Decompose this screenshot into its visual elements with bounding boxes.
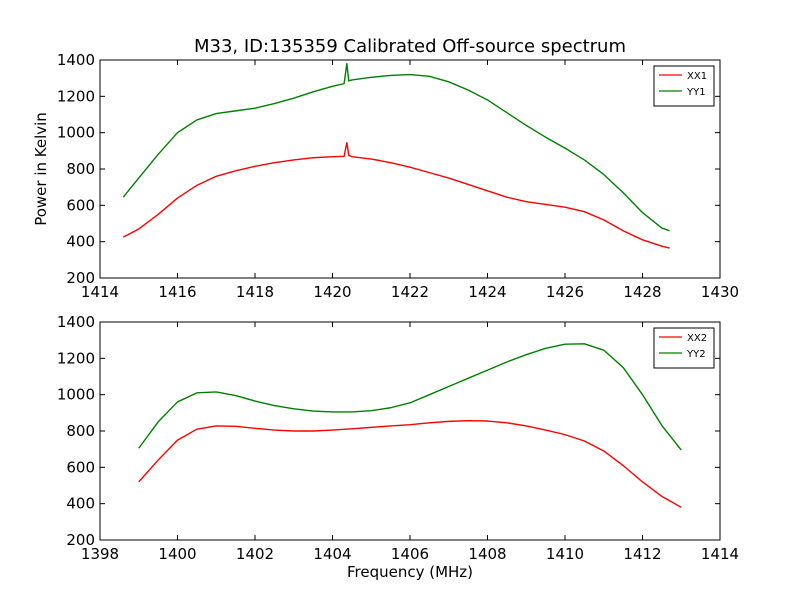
- bottom-x-tick-label: 1414: [701, 545, 739, 563]
- bottom-x-tick-label: 1404: [313, 545, 351, 563]
- top-legend-label-xx1: XX1: [687, 71, 707, 82]
- top-x-tick-label: 1424: [468, 283, 506, 301]
- chart-title: M33, ID:135359 Calibrated Off-source spe…: [194, 36, 626, 57]
- top-x-tick-label: 1414: [81, 283, 119, 301]
- bottom-y-tick-label: 800: [66, 422, 95, 440]
- bottom-y-tick-label: 600: [66, 458, 95, 476]
- top-x-tick-label: 1416: [158, 283, 196, 301]
- top-x-tick-label: 1420: [313, 283, 351, 301]
- top-x-tick-label: 1422: [391, 283, 429, 301]
- bottom-y-tick-label: 200: [66, 531, 95, 549]
- top-y-tick-label: 1200: [57, 87, 95, 105]
- bottom-x-tick-label: 1406: [391, 545, 429, 563]
- top-y-tick-label: 200: [66, 269, 95, 287]
- bottom-x-tick-label: 1398: [81, 545, 119, 563]
- bottom-y-tick-label: 1200: [57, 349, 95, 367]
- top-y-tick-label: 1400: [57, 51, 95, 69]
- top-y-tick-label: 1000: [57, 124, 95, 142]
- bottom-series-yy2: [138, 343, 682, 451]
- bottom-x-tick-label: 1410: [546, 545, 584, 563]
- bottom-x-tick-label: 1402: [236, 545, 274, 563]
- top-x-tick-label: 1430: [701, 283, 739, 301]
- bottom-y-tick-label: 1000: [57, 386, 95, 404]
- bottom-x-axis-label: Frequency (MHz): [347, 563, 473, 581]
- bottom-y-tick-label: 1400: [57, 313, 95, 331]
- top-y-tick-label: 800: [66, 160, 95, 178]
- top-y-tick-label: 400: [66, 233, 95, 251]
- top-y-tick-label: 600: [66, 196, 95, 214]
- bottom-legend-box: [653, 327, 715, 369]
- top-panel: 1414 1416 1418 1420 1422 1424 1426 1428 1430 200 4…: [32, 51, 739, 301]
- bottom-panel: 1398 1400 1402 1404 1406 1408 1410 1412 1414 200 4…: [57, 313, 739, 581]
- top-x-tick-label: 1418: [236, 283, 274, 301]
- bottom-x-tick-label: 1408: [468, 545, 506, 563]
- bottom-x-tick-label: 1412: [623, 545, 661, 563]
- bottom-legend-label-yy2: YY2: [686, 349, 706, 360]
- top-x-tick-label: 1426: [546, 283, 584, 301]
- top-x-tick-label: 1428: [623, 283, 661, 301]
- bottom-x-tick-label: 1400: [158, 545, 196, 563]
- bottom-legend-label-xx2: XX2: [687, 333, 707, 344]
- top-series-yy1: [122, 62, 670, 232]
- bottom-series-xx2: [138, 419, 682, 508]
- top-legend-box: [653, 65, 715, 107]
- bottom-y-tick-label: 400: [66, 495, 95, 513]
- top-y-axis-label: Power in Kelvin: [32, 112, 50, 226]
- top-legend-label-yy1: YY1: [686, 87, 706, 98]
- top-series-xx1: [122, 141, 670, 249]
